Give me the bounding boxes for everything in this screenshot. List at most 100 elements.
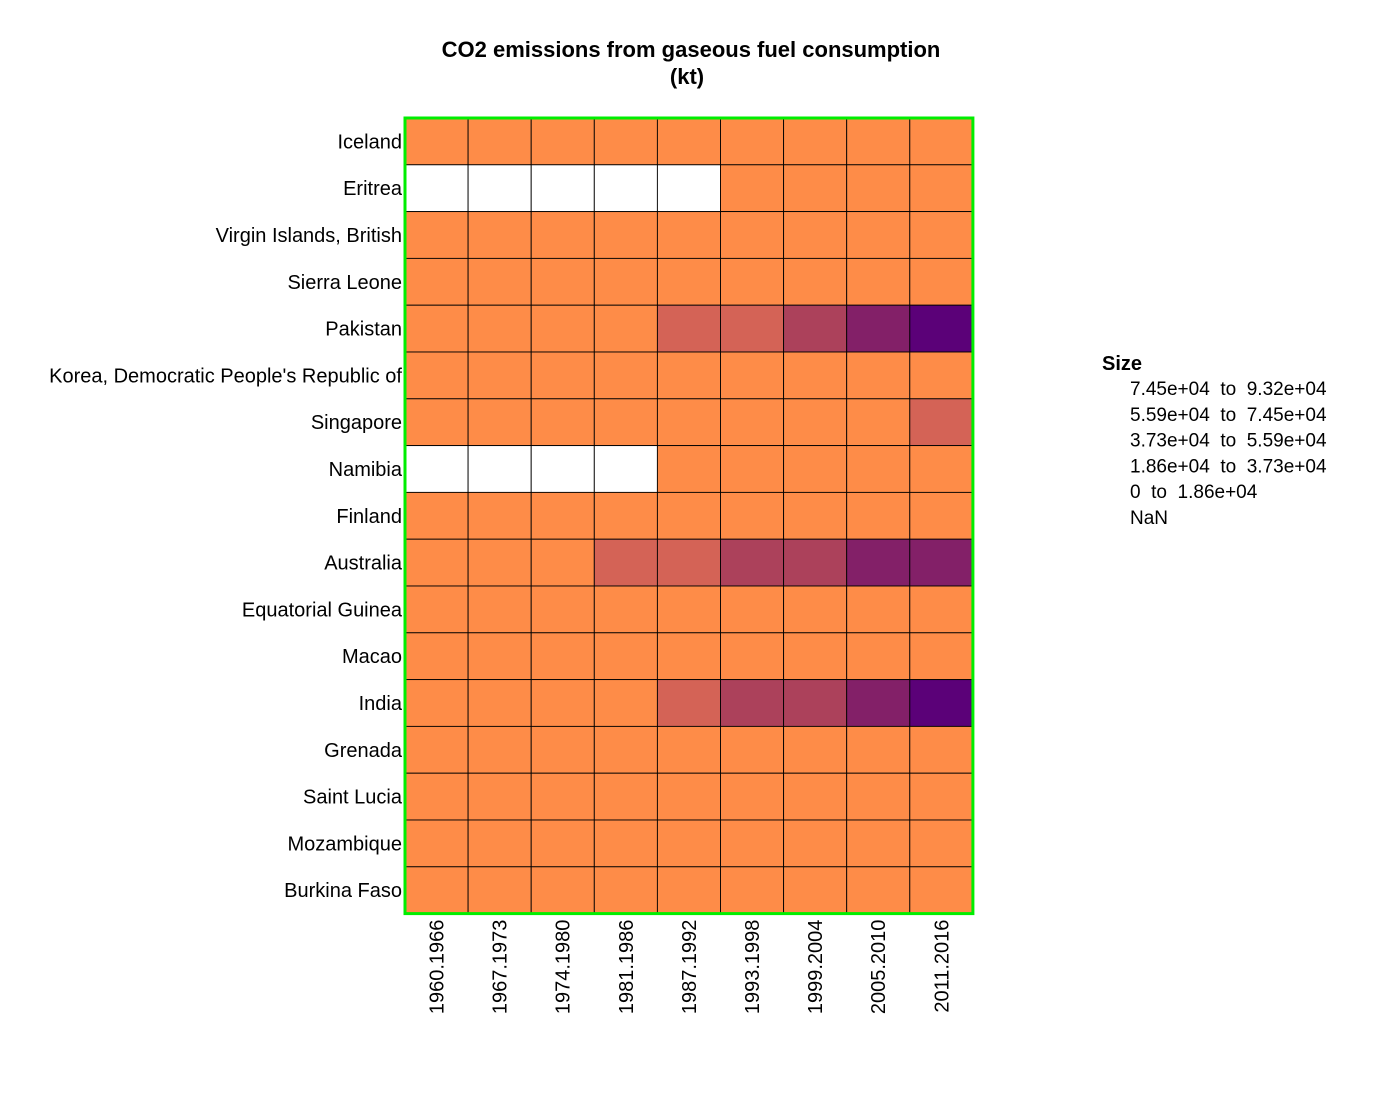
heatmap-cell (846, 866, 911, 915)
heatmap-cell (909, 398, 974, 447)
heatmap-cell (404, 772, 469, 821)
heatmap-cell (656, 819, 721, 868)
heatmap-cell (720, 491, 785, 540)
heatmap-cell (783, 866, 848, 915)
heatmap-cell (909, 538, 974, 587)
column-label: 1981.1986 (616, 920, 638, 1015)
chart-title-line1: CO2 emissions from gaseous fuel consumpt… (442, 37, 941, 62)
heatmap-cell (783, 772, 848, 821)
heatmap-cell (530, 772, 595, 821)
heatmap-cell (530, 538, 595, 587)
heatmap-cells (403, 116, 975, 916)
heatmap-cell (846, 772, 911, 821)
heatmap-cell (404, 585, 469, 634)
heatmap-cell (846, 257, 911, 306)
heatmap-cell (593, 538, 658, 587)
heatmap-cell (530, 351, 595, 400)
row-label: Saint Lucia (303, 787, 403, 809)
heatmap-cell (530, 866, 595, 915)
heatmap-cell (909, 257, 974, 306)
row-label: Macao (342, 646, 402, 668)
heatmap-cell (404, 117, 469, 166)
legend-entry: 5.59e+04 to 7.45e+04 (1130, 405, 1327, 426)
row-label: Virgin Islands, British (216, 225, 402, 247)
legend-entry: 0 to 1.86e+04 (1130, 482, 1258, 503)
heatmap-cell (404, 632, 469, 681)
heatmap-cell (720, 164, 785, 213)
heatmap-cell (783, 585, 848, 634)
heatmap-cell (783, 632, 848, 681)
heatmap-cell (846, 117, 911, 166)
heatmap-cell (846, 211, 911, 259)
heatmap-cell (846, 679, 911, 727)
heatmap-cell (530, 725, 595, 774)
heatmap-cell (909, 585, 974, 634)
heatmap-cell (593, 117, 658, 166)
heatmap-cell (467, 679, 532, 727)
legend-entry: 7.45e+04 to 9.32e+04 (1130, 379, 1327, 400)
heatmap-cell (467, 211, 532, 259)
column-label: 1960.1966 (427, 920, 449, 1015)
heatmap-cell (846, 819, 911, 868)
heatmap-cell (467, 632, 532, 681)
heatmap-cell (467, 725, 532, 774)
heatmap-cell (467, 819, 532, 868)
heatmap-cell (909, 351, 974, 400)
heatmap-cell (720, 679, 785, 727)
heatmap-cell (909, 445, 974, 493)
heatmap-cell (656, 491, 721, 540)
heatmap-cell (783, 211, 848, 259)
heatmap-cell (720, 819, 785, 868)
heatmap-cell (656, 585, 721, 634)
row-label: Korea, Democratic People's Republic of (49, 365, 402, 387)
heatmap-cell (846, 398, 911, 447)
heatmap-cell (783, 679, 848, 727)
heatmap-cell (720, 304, 785, 353)
heatmap-cell (593, 164, 658, 213)
row-labels: Iceland Eritrea Virgin Islands, British Sie… (49, 131, 403, 902)
chart-title-line2: (kt) (670, 64, 704, 89)
heatmap-cell (656, 257, 721, 306)
heatmap-cell (467, 491, 532, 540)
legend-entry: NaN (1130, 508, 1168, 529)
heatmap-cell (720, 772, 785, 821)
heatmap-cell (467, 538, 532, 587)
column-labels: 1960.1966 1967.1973 1974.1980 1981.1986 1987… (427, 920, 954, 1015)
column-label: 1993.1998 (742, 920, 764, 1015)
heatmap-cell (467, 772, 532, 821)
heatmap-cell (909, 304, 974, 353)
heatmap-cell (656, 117, 721, 166)
heatmap-cell (467, 585, 532, 634)
heatmap-cell (909, 632, 974, 681)
heatmap-cell (783, 304, 848, 353)
row-label: Namibia (329, 459, 403, 481)
heatmap-cell (909, 211, 974, 259)
row-label: India (359, 693, 403, 715)
row-label: Equatorial Guinea (242, 599, 403, 621)
heatmap-cell (783, 819, 848, 868)
heatmap-cell (656, 725, 721, 774)
heatmap-cell (783, 398, 848, 447)
heatmap-cell (846, 445, 911, 493)
heatmap-cell (783, 117, 848, 166)
heatmap-cell (530, 304, 595, 353)
heatmap-cell (783, 491, 848, 540)
legend-entry: 3.73e+04 to 5.59e+04 (1130, 431, 1327, 452)
heatmap-cell (593, 866, 658, 915)
heatmap-cell (720, 538, 785, 587)
heatmap-cell (404, 304, 469, 353)
column-label: 2005.2010 (868, 920, 890, 1015)
column-label: 1974.1980 (553, 920, 575, 1015)
heatmap-cell (909, 117, 974, 166)
row-label: Eritrea (343, 178, 403, 200)
heatmap-cell (530, 445, 595, 493)
heatmap-cell (909, 725, 974, 774)
heatmap-cell (404, 164, 469, 213)
heatmap-cell (656, 211, 721, 259)
row-label: Singapore (311, 412, 402, 434)
heatmap-cell (593, 679, 658, 727)
heatmap-cell (909, 491, 974, 540)
heatmap-cell (530, 164, 595, 213)
heatmap-cell (530, 679, 595, 727)
